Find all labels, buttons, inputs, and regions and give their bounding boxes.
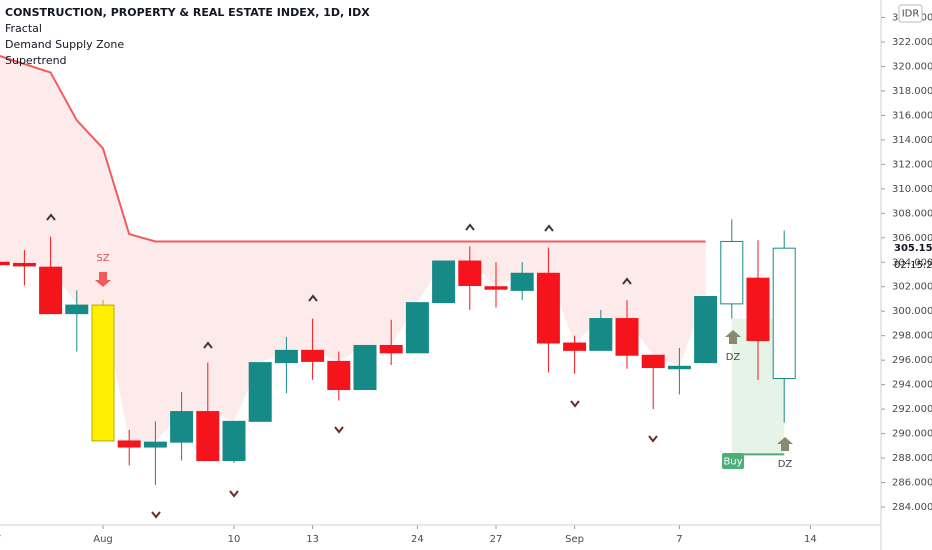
fractal-down: [648, 435, 658, 443]
y-tick-label: 314.0000: [892, 135, 932, 146]
y-tick-label: 304.0000: [892, 257, 932, 268]
y-tick-label: 316.0000: [892, 110, 932, 121]
candle-body: [0, 261, 10, 266]
countdown-label: 02:15:22: [894, 260, 932, 271]
y-tick-label: 318.0000: [892, 86, 932, 97]
y-tick-label: 310.0000: [892, 184, 932, 195]
demand-zone-label: DZ: [726, 352, 741, 363]
supply-zone-label: SZ: [96, 253, 109, 264]
chart-title: CONSTRUCTION, PROPERTY & REAL ESTATE IND…: [5, 6, 370, 19]
x-tick-label: 24: [411, 534, 424, 545]
candle-body: [563, 342, 587, 351]
candle-body: [405, 302, 429, 354]
fractal-up: [203, 341, 213, 349]
legend-item: Supertrend: [5, 54, 67, 67]
candle-body: [536, 272, 560, 344]
x-tick-label: 7: [676, 534, 682, 545]
candle-body: [91, 304, 115, 442]
legend-item: Fractal: [5, 22, 42, 35]
y-tick-label: 320.0000: [892, 61, 932, 72]
plot-area: 284.0000 286.0000 288.0000 290.0000 292.0000…: [0, 13, 932, 545]
x-tick-label: 13: [306, 534, 319, 545]
supertrend-line: [0, 54, 706, 243]
x-tick-label: 14: [804, 534, 817, 545]
y-tick-label: 294.0000: [892, 380, 932, 391]
x-tick-label: 10: [228, 534, 241, 545]
candle-body: [327, 360, 351, 391]
candle-body: [746, 277, 770, 342]
candle-body: [248, 362, 272, 422]
last-price-label: 305.1530: [894, 243, 932, 254]
candle-body: [222, 420, 246, 462]
candle-body: [772, 247, 796, 380]
buy-badge: [722, 453, 744, 469]
buy-label: Buy: [723, 457, 742, 468]
candle-body: [641, 354, 665, 368]
y-tick-label: 290.0000: [892, 429, 932, 440]
y-tick-label: 284.0000: [892, 502, 932, 513]
candle-body: [615, 318, 639, 356]
fractal-down: [151, 511, 161, 519]
candle-body: [694, 296, 718, 364]
candle-body: [484, 286, 508, 290]
y-tick-label: 286.0000: [892, 478, 932, 489]
fractal-up: [622, 277, 632, 285]
currency-badge[interactable]: [898, 4, 923, 23]
y-tick-label: 322.0000: [892, 37, 932, 48]
y-tick-label: 312.0000: [892, 159, 932, 170]
x-tick-label: 7: [0, 534, 1, 545]
legend-item: Demand Supply Zone: [5, 38, 124, 51]
candle-body: [117, 440, 141, 448]
corner: [882, 533, 932, 550]
candle-body: [39, 266, 63, 315]
candle-body: [143, 441, 167, 448]
buy-arrow: [725, 330, 741, 344]
candle-body: [170, 411, 194, 443]
y-tick-label: 292.0000: [892, 404, 932, 415]
fractal-up: [544, 224, 554, 232]
y-tick-label: 288.0000: [892, 453, 932, 464]
candle-body: [65, 304, 89, 315]
candle-body: [274, 349, 298, 364]
y-tick-label: 306.0000: [892, 233, 932, 244]
fractals: [46, 213, 658, 519]
currency-label: IDR: [902, 9, 920, 20]
x-tick-label: 27: [490, 534, 503, 545]
candle-body: [510, 272, 534, 291]
y-tick-label: 302.0000: [892, 282, 932, 293]
candle-body: [458, 260, 482, 287]
fractal-down: [334, 426, 344, 434]
y-tick-label: 308.0000: [892, 208, 932, 219]
candle-body: [720, 240, 744, 305]
candle-body: [12, 262, 36, 267]
candle-body: [301, 349, 325, 362]
y-tick-label: 296.0000: [892, 355, 932, 366]
x-tick-label: Sep: [565, 534, 584, 545]
candle-body: [667, 365, 691, 370]
candle-body: [432, 260, 456, 304]
candle-body: [353, 344, 377, 391]
fractal-down: [229, 490, 239, 498]
candle-body: [196, 411, 220, 462]
x-tick-label: Aug: [93, 534, 113, 545]
demand-zone-label: DZ: [778, 459, 793, 470]
sell-arrow: [95, 272, 111, 287]
fractal-up: [308, 294, 318, 302]
supertrend-fill: [0, 56, 706, 443]
fractal-down: [570, 400, 580, 408]
y-tick-label: 300.0000: [892, 306, 932, 317]
fractal-up: [465, 223, 475, 231]
candle-body: [589, 318, 613, 351]
fractal-up: [46, 213, 56, 221]
y-tick-label: 298.0000: [892, 331, 932, 342]
buy-arrow: [777, 437, 793, 451]
candle-body: [379, 344, 403, 354]
